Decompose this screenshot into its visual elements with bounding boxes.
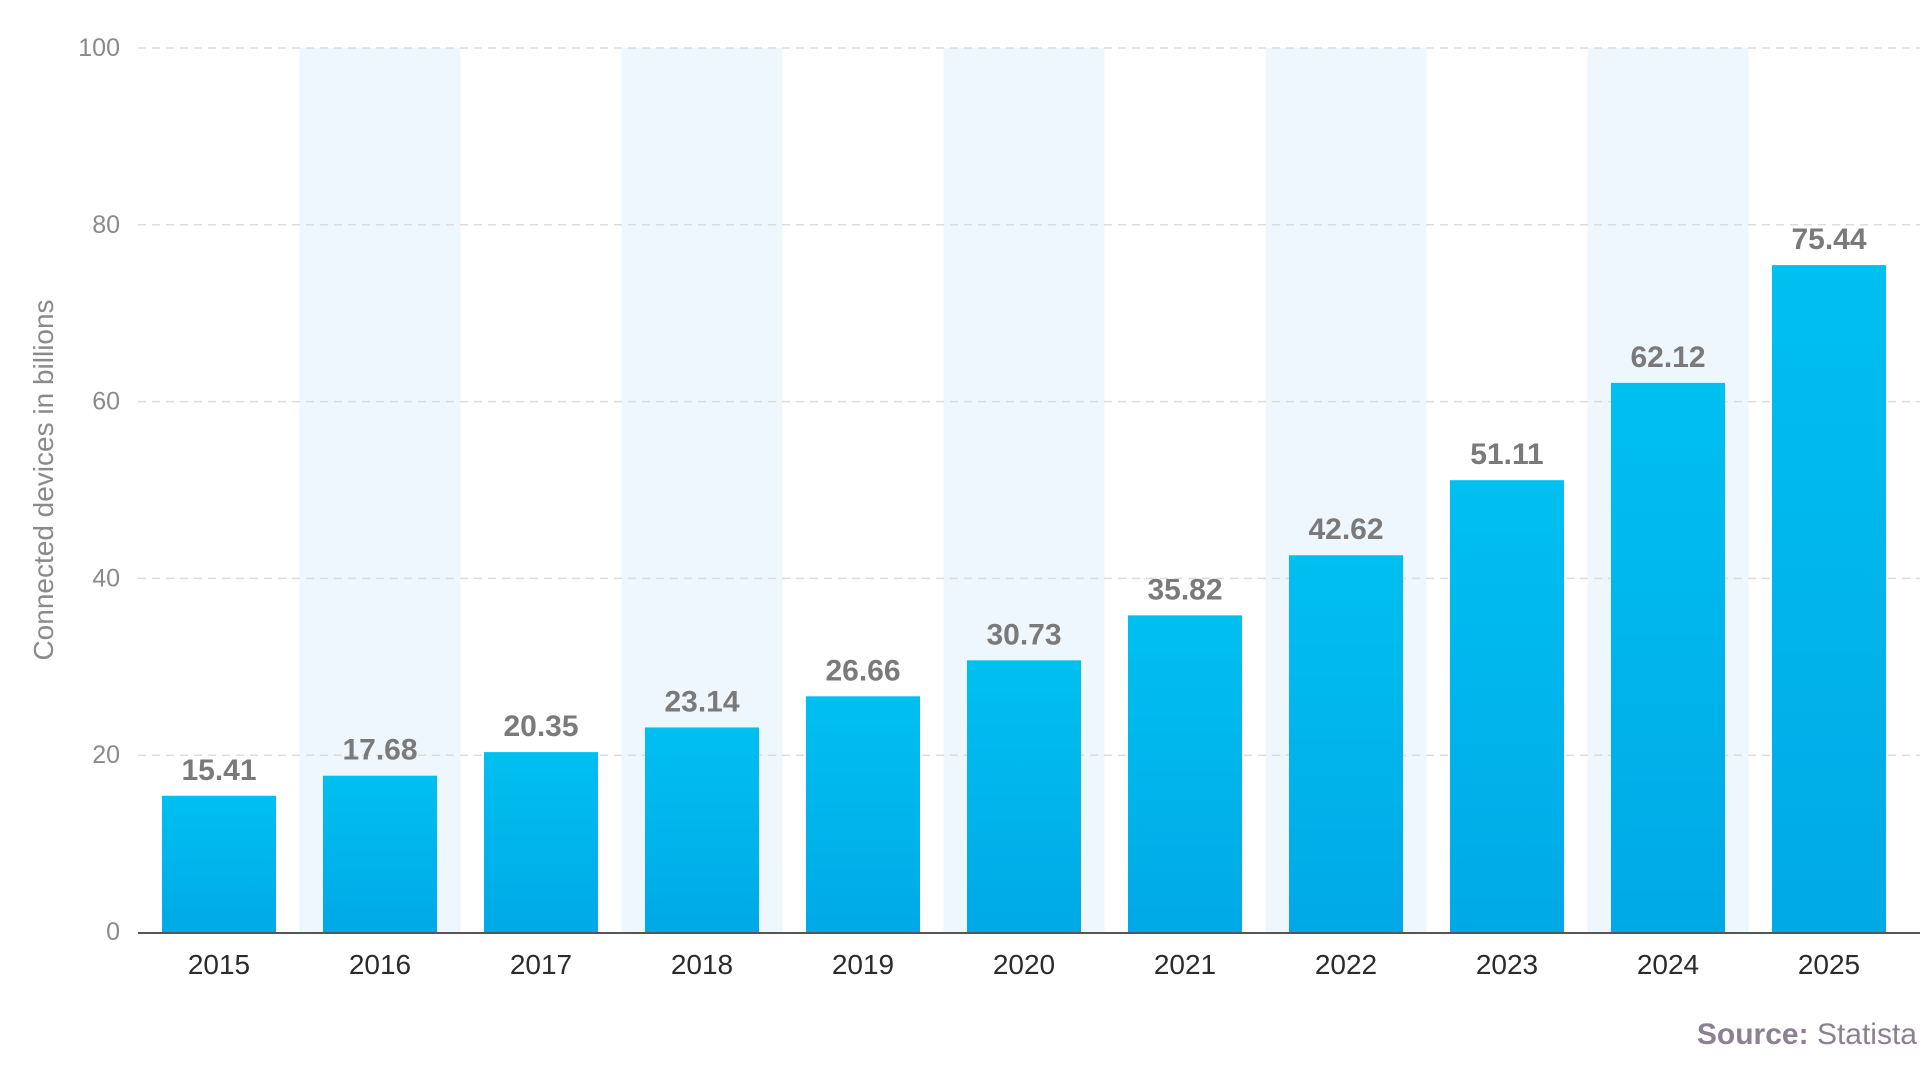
value-label-2021: 35.82 <box>1147 573 1222 606</box>
value-label-2023: 51.11 <box>1470 438 1543 471</box>
bar-2020 <box>967 660 1081 932</box>
y-axis-ticks: 0 20 40 60 80 100 <box>78 34 120 946</box>
bars <box>162 265 1886 932</box>
source-value: Statista <box>1816 1018 1917 1051</box>
x-tick-label-2024: 2024 <box>1637 949 1699 980</box>
x-tick-label-2023: 2023 <box>1476 949 1538 980</box>
x-tick-label-2022: 2022 <box>1315 949 1377 980</box>
y-tick-label: 100 <box>78 34 120 62</box>
y-axis-title: Connected devices in billions <box>28 299 59 660</box>
x-tick-label-2020: 2020 <box>993 949 1055 980</box>
bar-2023 <box>1450 480 1564 932</box>
value-label-2019: 26.66 <box>825 654 900 687</box>
bar-2024 <box>1611 382 1725 932</box>
x-tick-label-2015: 2015 <box>188 949 250 980</box>
x-tick-label-2025: 2025 <box>1798 949 1860 980</box>
bar-2017 <box>484 752 598 932</box>
bar-2022 <box>1289 555 1403 932</box>
x-tick-label-2019: 2019 <box>832 949 894 980</box>
value-label-2022: 42.62 <box>1308 513 1383 546</box>
value-label-2018: 23.14 <box>664 685 739 718</box>
y-tick-label: 60 <box>92 388 120 416</box>
x-tick-label-2018: 2018 <box>671 949 733 980</box>
value-labels: 15.41 17.68 20.35 23.14 26.66 30.73 35.82 42.62… <box>181 223 1866 787</box>
x-tick-label-2017: 2017 <box>510 949 572 980</box>
bar-2021 <box>1128 615 1242 932</box>
bar-2016 <box>323 775 437 932</box>
x-tick-label-2016: 2016 <box>349 949 411 980</box>
source-key: Source: <box>1696 1018 1809 1051</box>
value-label-2016: 17.68 <box>342 734 417 767</box>
value-label-2015: 15.41 <box>181 754 256 787</box>
source-credit: Source: Statista <box>1697 1018 1917 1052</box>
value-label-2017: 20.35 <box>503 710 578 743</box>
x-axis-ticks: 2015 2016 2017 2018 2019 2020 2021 2022 2023 2024… <box>188 949 1860 980</box>
bar-2018 <box>645 727 759 932</box>
y-tick-label: 40 <box>92 564 120 592</box>
value-label-2020: 30.73 <box>986 618 1061 651</box>
bar-2025 <box>1772 265 1886 932</box>
value-label-2025: 75.44 <box>1791 223 1866 256</box>
x-tick-label-2021: 2021 <box>1154 949 1216 980</box>
bar-2015 <box>162 795 276 932</box>
y-tick-label: 0 <box>106 918 120 946</box>
y-tick-label: 20 <box>92 741 120 769</box>
value-label-2024: 62.12 <box>1630 341 1705 374</box>
y-tick-label: 80 <box>92 211 120 239</box>
bar-2019 <box>806 696 920 932</box>
